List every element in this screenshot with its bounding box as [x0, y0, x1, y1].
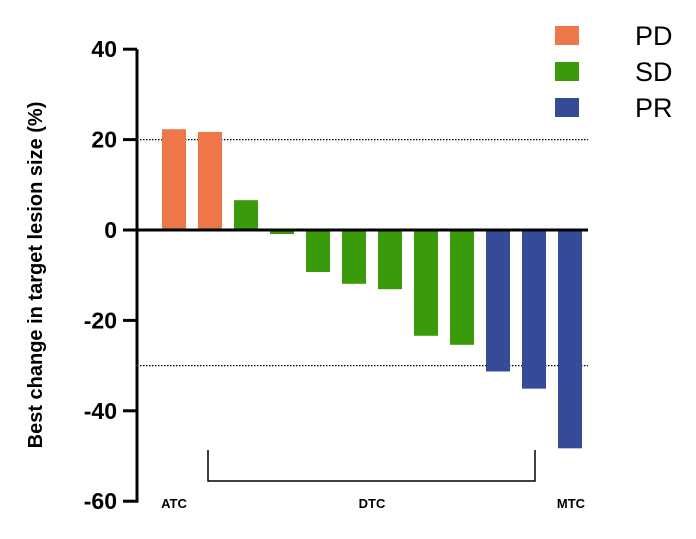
y-tick-label: 40 — [91, 36, 117, 62]
bar — [198, 131, 222, 230]
y-axis-label: Best change in target lesion size (%) — [25, 102, 47, 449]
bar — [342, 230, 366, 284]
group-bracket — [207, 450, 536, 482]
group-label: MTC — [557, 496, 586, 511]
bar — [234, 200, 258, 230]
bar — [558, 230, 582, 449]
legend-label: PR — [635, 93, 673, 123]
legend-swatch — [555, 62, 579, 81]
bar — [522, 230, 546, 389]
y-tick-label: -60 — [84, 488, 117, 514]
bar — [486, 230, 510, 372]
y-tick-label: 20 — [91, 127, 117, 153]
legend-swatch — [555, 26, 579, 45]
bar — [450, 230, 474, 345]
bar — [306, 230, 330, 273]
legend-swatch — [555, 98, 579, 117]
legend-label: PD — [635, 21, 673, 51]
y-tick-label: -40 — [84, 398, 117, 424]
y-tick-label: -20 — [84, 307, 117, 333]
group-label: DTC — [359, 496, 386, 511]
group-label: ATC — [161, 496, 187, 511]
bar — [378, 230, 402, 290]
bar — [162, 129, 186, 230]
legend-label: SD — [635, 57, 673, 87]
bar — [414, 230, 438, 336]
bar — [270, 230, 294, 235]
y-tick-label: 0 — [104, 217, 117, 243]
